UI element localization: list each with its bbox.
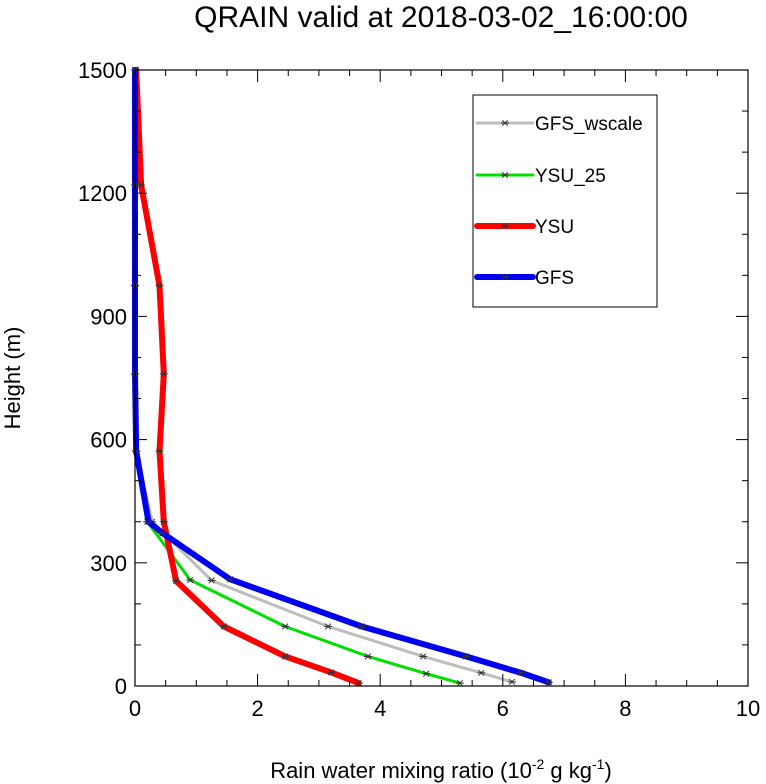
x-tick-label: 4 xyxy=(374,696,386,721)
data-point xyxy=(354,679,363,687)
data-point xyxy=(544,679,553,686)
data-point xyxy=(159,370,168,378)
x-tick-label: 8 xyxy=(619,696,631,721)
data-point xyxy=(144,518,153,525)
legend-label: GFS xyxy=(535,268,574,289)
data-point xyxy=(462,653,471,660)
data-point xyxy=(219,623,228,630)
legend-label: YSU_25 xyxy=(535,166,606,187)
x-tick-label: 6 xyxy=(497,696,509,721)
legend-item: YSU_25 xyxy=(475,166,606,187)
data-point xyxy=(207,577,216,584)
data-point xyxy=(186,576,195,584)
data-point xyxy=(517,669,526,677)
data-point xyxy=(155,282,164,289)
chart-title: QRAIN valid at 2018-03-02_16:00:00 xyxy=(194,1,688,34)
data-point xyxy=(324,623,333,630)
data-point xyxy=(419,653,428,660)
series-line xyxy=(133,68,514,684)
x-tick-label: 0 xyxy=(129,696,141,721)
data-point xyxy=(158,530,167,537)
legend-item: GFS_wscale xyxy=(475,114,643,135)
legend-item: YSU xyxy=(474,217,574,238)
series-line xyxy=(133,67,362,687)
data-point xyxy=(363,653,372,660)
legend: GFS_wscale YSU_25 YSU GFS xyxy=(472,94,658,308)
legend-box xyxy=(472,94,658,308)
y-axis-label: Height (m) xyxy=(0,327,25,430)
y-tick-label: 900 xyxy=(90,304,127,329)
legend-label: GFS_wscale xyxy=(535,114,643,135)
ticks-layer xyxy=(134,69,749,687)
data-point xyxy=(226,576,235,583)
x-axis-label: Rain water mixing ratio (10-2 g kg-1) xyxy=(270,756,612,783)
data-point xyxy=(422,670,431,677)
data-point xyxy=(507,678,516,686)
y-tick-label: 600 xyxy=(90,428,127,453)
x-tick-label: 10 xyxy=(736,696,760,721)
data-point xyxy=(357,623,366,630)
y-tick-labels: 0 300 600 900 1200 1500 xyxy=(78,58,127,699)
x-tick-label: 2 xyxy=(251,696,263,721)
series-ysu-25 xyxy=(131,66,464,687)
series-ysu xyxy=(132,66,363,687)
data-point xyxy=(159,518,168,525)
y-tick-label: 0 xyxy=(115,674,127,699)
data-point xyxy=(327,669,336,676)
data-point xyxy=(281,623,290,630)
legend-item: GFS xyxy=(474,268,574,289)
x-tick-labels: 0 2 4 6 8 10 xyxy=(129,696,760,721)
y-tick-label: 1500 xyxy=(78,58,127,83)
legend-label: YSU xyxy=(535,217,574,238)
data-point xyxy=(155,447,164,455)
data-point xyxy=(132,447,141,455)
y-tick-label: 1200 xyxy=(78,181,127,206)
data-point xyxy=(281,653,290,660)
y-tick-label: 300 xyxy=(90,551,127,576)
data-point xyxy=(455,679,464,687)
data-point xyxy=(172,577,181,585)
data-point xyxy=(477,669,486,677)
